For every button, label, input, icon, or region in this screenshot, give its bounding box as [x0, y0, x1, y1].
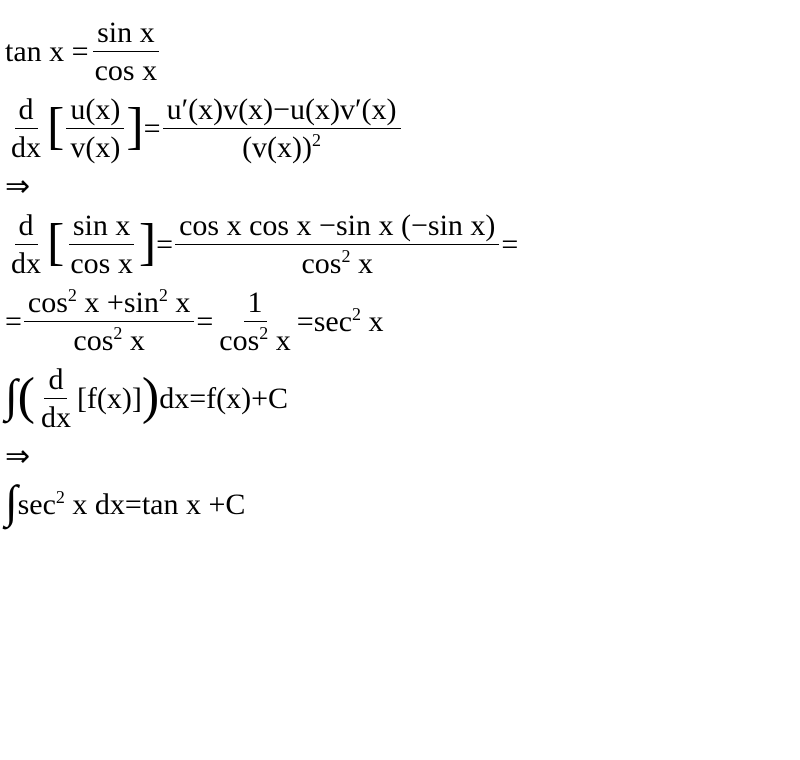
- eq-line-1: tan x = sin x cos x: [5, 16, 795, 87]
- lparen-icon: (: [18, 368, 35, 425]
- l5-f2-den-exp: 2: [259, 323, 268, 343]
- l5-f2-den-pre: cos: [219, 324, 259, 357]
- eq-line-8: ∫ sec2 x dx=tan x +C: [5, 479, 795, 530]
- l5-tail-pre: =sec: [297, 305, 352, 338]
- l7-text: ⇒: [5, 440, 30, 473]
- eq-line-4: d dx [ sin x cos x ] = cos x cos x −sin …: [5, 209, 795, 280]
- l4-rhs-num: cos x cos x −sin x (−sin x): [175, 209, 499, 245]
- l5-lead: =: [5, 305, 22, 338]
- l5-f1-num-a-exp: 2: [68, 285, 77, 305]
- lbracket-icon: [: [47, 214, 64, 271]
- rparen-icon: ): [142, 368, 159, 425]
- l4-arg-num: sin x: [69, 209, 135, 245]
- eq-line-6: ∫ ( d dx [f(x)] ) dx=f(x)+C: [5, 363, 795, 434]
- l6-d-num: d: [44, 363, 67, 399]
- l4-rhs: cos x cos x −sin x (−sin x) cos2 x: [175, 209, 499, 280]
- l2-d-den: dx: [7, 129, 45, 164]
- l5-f2-den: cos2 x: [215, 322, 295, 357]
- l1-num: sin x: [93, 16, 159, 52]
- l8-pre: sec: [18, 488, 56, 521]
- lbracket-icon: [: [47, 98, 64, 155]
- l5-f2: 1 cos2 x: [215, 286, 295, 357]
- eq-line-5: = cos2 x +sin2 x cos2 x = 1 cos2 x =sec2…: [5, 286, 795, 357]
- l4-eq: =: [156, 228, 173, 261]
- l8-content: sec2 x dx=tan x +C: [18, 488, 246, 521]
- l5-tail-exp: 2: [352, 304, 361, 324]
- l4-arg: sin x cos x: [66, 209, 137, 280]
- l1-lhs: tan x =: [5, 35, 89, 68]
- l5-f1-den-post: x: [122, 324, 145, 357]
- l2-arg: u(x) v(x): [66, 93, 124, 164]
- l4-rhs-den-post: x: [350, 247, 373, 280]
- l2-rhs-den-exp: 2: [312, 130, 321, 150]
- eq-line-2: d dx [ u(x) v(x) ] = u′(x)v(x)−u(x)v′(x)…: [5, 93, 795, 164]
- l4-rhs-den: cos2 x: [297, 245, 377, 280]
- l5-f1-num-end: x: [168, 286, 191, 319]
- l6-inside: [f(x)]: [77, 382, 142, 415]
- l4-d-num: d: [15, 209, 38, 245]
- rbracket-icon: ]: [126, 98, 143, 155]
- l2-d-num: d: [15, 93, 38, 129]
- integral-icon: ∫: [5, 371, 18, 422]
- l3-text: ⇒: [5, 170, 30, 203]
- rbracket-icon: ]: [139, 214, 156, 271]
- l5-f1-den-pre: cos: [73, 324, 113, 357]
- l4-rhs-den-pre: cos: [301, 247, 341, 280]
- l5-f1-num-a: cos: [28, 286, 68, 319]
- l6-ddx: d dx: [37, 363, 75, 434]
- eq-line-7: ⇒: [5, 440, 795, 473]
- l4-tail: =: [501, 228, 518, 261]
- eq-line-3: ⇒: [5, 170, 795, 203]
- l6-after: dx=f(x)+C: [159, 382, 288, 415]
- l4-ddx: d dx: [7, 209, 45, 280]
- l2-eq: =: [144, 112, 161, 145]
- l5-f1: cos2 x +sin2 x cos2 x: [24, 286, 194, 357]
- l5-mid: =: [196, 305, 213, 338]
- l5-f1-num-b-exp: 2: [159, 285, 168, 305]
- l4-arg-den: cos x: [66, 245, 137, 280]
- l5-f1-num-mid: x +sin: [77, 286, 159, 319]
- l4-d-den: dx: [7, 245, 45, 280]
- l5-f2-den-post: x: [268, 324, 291, 357]
- l8-exp: 2: [56, 487, 65, 507]
- l2-rhs-den-base: (v(x)): [242, 131, 312, 164]
- l6-d-den: dx: [37, 399, 75, 434]
- l2-rhs-den: (v(x))2: [238, 129, 325, 164]
- l5-f1-num: cos2 x +sin2 x: [24, 286, 194, 322]
- l2-arg-num: u(x): [66, 93, 124, 129]
- l2-arg-den: v(x): [66, 129, 124, 164]
- l5-tail-post: x: [361, 305, 384, 338]
- l5-tail: =sec2 x: [297, 305, 384, 338]
- l8-mid: x dx=tan x +C: [65, 488, 246, 521]
- l5-f2-num: 1: [244, 286, 267, 322]
- l1-frac: sin x cos x: [91, 16, 162, 87]
- integral-icon: ∫: [5, 477, 18, 528]
- l2-rhs: u′(x)v(x)−u(x)v′(x) (v(x))2: [163, 93, 401, 164]
- l1-den: cos x: [91, 52, 162, 87]
- l2-rhs-num: u′(x)v(x)−u(x)v′(x): [163, 93, 401, 129]
- l5-f1-den: cos2 x: [69, 322, 149, 357]
- l2-ddx: d dx: [7, 93, 45, 164]
